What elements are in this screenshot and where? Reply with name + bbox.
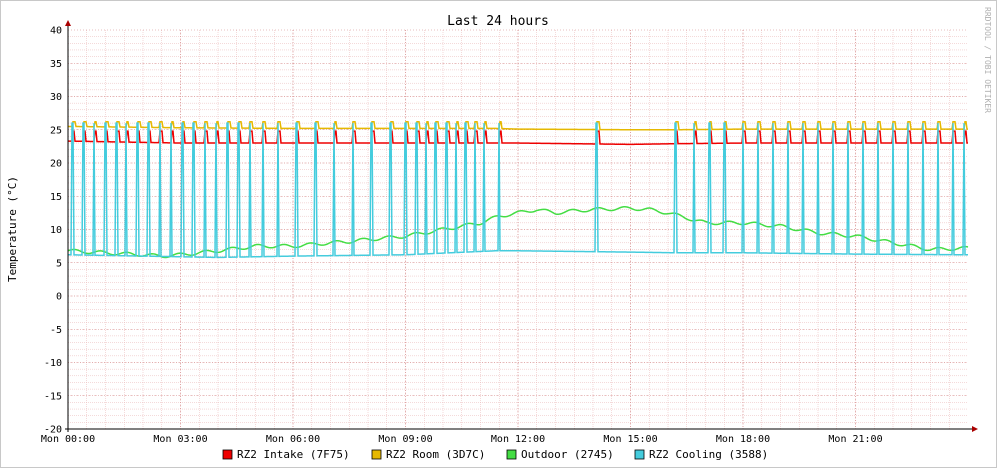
legend-label-outdoor: Outdoor (2745) [521,448,614,461]
y-tick-label: -20 [44,425,62,436]
y-tick-labels: 40 35 30 25 20 15 10 5 0 -5 -10 -15 -20 [44,26,62,436]
y-tick-label: 40 [50,26,62,37]
x-tick-label: Mon 06:00 [266,434,320,445]
legend: RZ2 Intake (7F75) RZ2 Room (3D7C) Outdoor … [222,448,768,461]
y-axis-label: Temperature (°C) [6,176,19,282]
y-tick-label: 15 [50,192,62,203]
legend-swatch-room [371,449,382,460]
x-tick-label: Mon 12:00 [491,434,545,445]
series-lines [67,121,969,259]
legend-swatch-cooling [634,449,645,460]
x-axis-arrow [972,426,978,432]
y-tick-label: -5 [50,325,62,336]
legend-label-intake: RZ2 Intake (7F75) [237,448,350,461]
series-line-room [67,121,968,131]
x-tick-label: Mon 03:00 [153,434,207,445]
x-tick-label: Mon 15:00 [603,434,657,445]
legend-swatch-outdoor [506,449,517,460]
axes [65,20,978,432]
y-tick-label: 20 [50,159,62,170]
y-tick-label: -15 [44,391,62,402]
x-tick-label: Mon 00:00 [41,434,95,445]
y-tick-label: -10 [44,358,62,369]
watermark: RRDTOOL / TOBI OETIKER [983,7,992,113]
y-tick-label: 10 [50,225,62,236]
x-tick-label: Mon 18:00 [716,434,770,445]
grid [67,29,968,430]
y-axis-arrow [65,20,71,26]
y-tick-label: 25 [50,125,62,136]
y-tick-label: 35 [50,59,62,70]
x-tick-label: Mon 09:00 [378,434,432,445]
chart-title: Last 24 hours [447,14,549,29]
series-line-cooling [67,122,969,259]
legend-label-room: RZ2 Room (3D7C) [386,448,485,461]
y-tick-label: 5 [56,258,62,269]
legend-label-cooling: RZ2 Cooling (3588) [649,448,768,461]
legend-swatch-intake [222,449,233,460]
y-tick-label: 0 [56,292,62,303]
x-tick-labels: Mon 00:00 Mon 03:00 Mon 06:00 Mon 09:00 Mon … [41,434,883,445]
x-tick-label: Mon 21:00 [828,434,882,445]
y-tick-label: 30 [50,92,62,103]
series-line-outdoor [67,206,969,259]
